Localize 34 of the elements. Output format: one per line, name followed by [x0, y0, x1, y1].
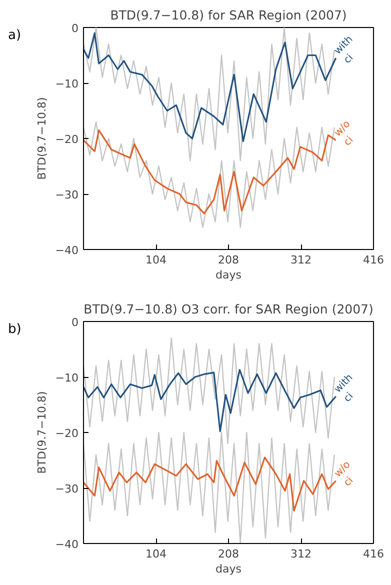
line-series [84, 28, 336, 162]
text: b) [8, 321, 22, 339]
x-tick-label: 416 [363, 254, 384, 266]
line-series [84, 338, 336, 444]
x-axis-title: days [216, 562, 242, 576]
y-axis-title: BTD(9.7−10.8) [35, 391, 48, 474]
x-tick-label: 312 [290, 254, 312, 266]
text: w/o ci [332, 118, 356, 148]
text: a) [8, 27, 22, 45]
chart-title: BTD(9.7−10.8) for SAR Region (2007) [110, 8, 347, 22]
y-axis-title: BTD(9.7−10.8) [35, 97, 48, 180]
x-tick-label: 416 [363, 548, 384, 560]
y-tick-label: −40 [55, 538, 79, 551]
y-tick-label: −20 [55, 133, 79, 146]
x-axis-title: days [216, 268, 242, 282]
chart-title: BTD(9.7−10.8) O3 corr. for SAR Region (2007) [84, 302, 374, 316]
y-tick-label: 0 [72, 22, 78, 35]
y-tick-label: −10 [55, 372, 79, 384]
x-tick-label: 312 [290, 548, 312, 560]
text: with ci [332, 34, 356, 66]
y-tick-label: −40 [55, 244, 79, 257]
x-tick-label: 208 [218, 254, 239, 266]
line-series [84, 121, 336, 228]
y-tick-label: −10 [55, 78, 79, 90]
x-tick-label: 104 [146, 254, 166, 266]
text: with ci [332, 372, 356, 404]
y-tick-label: 0 [72, 316, 78, 329]
x-tick-label: 104 [146, 548, 166, 560]
y-tick-label: −30 [55, 188, 79, 202]
y-tick-label: −20 [55, 427, 79, 440]
x-tick-label: 208 [218, 548, 239, 560]
text: w/o ci [332, 459, 356, 489]
y-tick-label: −30 [55, 482, 79, 496]
line-series [84, 432, 336, 544]
